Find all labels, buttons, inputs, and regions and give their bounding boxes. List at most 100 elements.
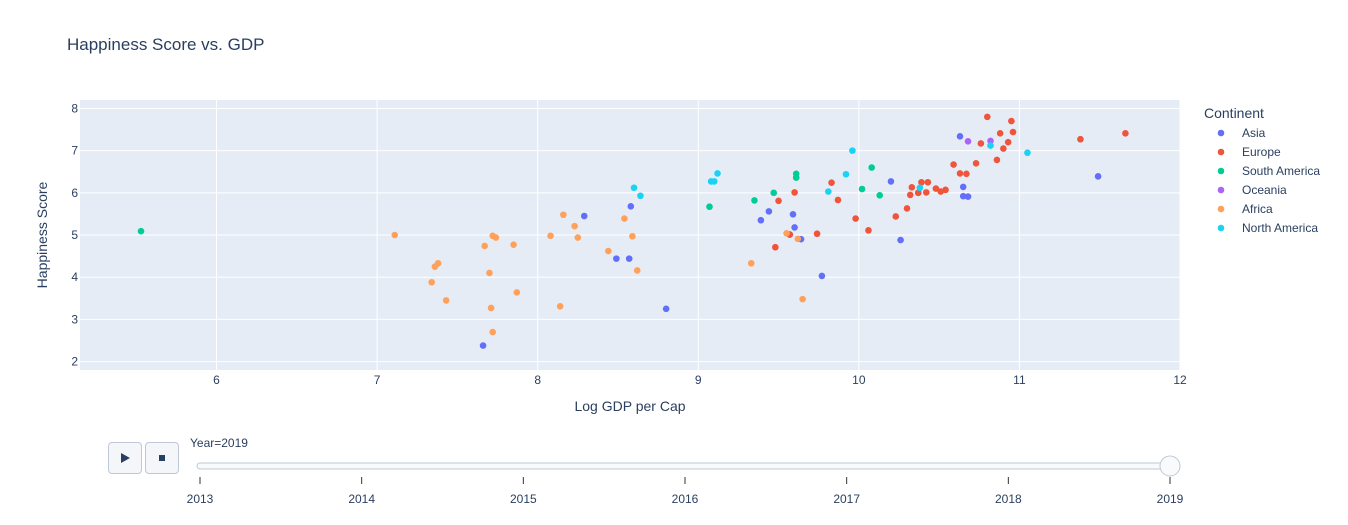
point-north-america[interactable] [711, 178, 718, 185]
point-africa[interactable] [489, 328, 497, 336]
point-europe[interactable] [903, 205, 911, 212]
legend-item[interactable]: Asia [1242, 126, 1266, 140]
point-north-america[interactable] [842, 170, 850, 178]
point-europe[interactable] [908, 184, 916, 191]
point-asia[interactable] [959, 192, 967, 200]
point-south-america[interactable] [858, 185, 866, 193]
point-europe[interactable] [772, 243, 779, 251]
point-africa[interactable] [794, 235, 802, 243]
point-north-america[interactable] [825, 188, 832, 195]
point-north-america[interactable] [1024, 149, 1031, 157]
point-africa[interactable] [560, 211, 567, 219]
slider-step-label[interactable]: 2014 [348, 492, 375, 506]
point-africa[interactable] [605, 247, 612, 255]
point-north-america[interactable] [630, 184, 638, 192]
point-north-america[interactable] [714, 170, 721, 177]
point-europe[interactable] [906, 191, 914, 199]
legend-item[interactable]: Africa [1242, 202, 1273, 216]
point-africa[interactable] [547, 232, 554, 240]
point-europe[interactable] [983, 113, 991, 121]
point-europe[interactable] [828, 179, 835, 186]
point-europe[interactable] [942, 186, 949, 194]
point-europe[interactable] [865, 227, 872, 234]
legend-item[interactable]: North America [1242, 221, 1318, 235]
point-africa[interactable] [629, 232, 636, 240]
point-europe[interactable] [813, 230, 821, 238]
point-europe[interactable] [996, 130, 1004, 137]
point-africa[interactable] [481, 242, 488, 250]
point-asia[interactable] [887, 178, 895, 185]
point-europe[interactable] [914, 189, 922, 197]
point-asia[interactable] [627, 203, 635, 210]
legend-item[interactable]: South America [1242, 164, 1320, 178]
point-africa[interactable] [513, 289, 521, 296]
point-europe[interactable] [993, 156, 1001, 164]
point-europe[interactable] [1000, 145, 1007, 152]
point-europe[interactable] [791, 189, 798, 196]
point-europe[interactable] [977, 140, 985, 147]
slider-rail[interactable] [196, 462, 1174, 470]
point-africa[interactable] [574, 234, 582, 241]
point-north-america[interactable] [987, 142, 994, 149]
point-asia[interactable] [959, 183, 967, 191]
point-africa[interactable] [633, 267, 641, 274]
slider-step-label[interactable]: 2018 [995, 492, 1022, 506]
legend-item[interactable]: Oceania [1242, 183, 1287, 197]
point-europe[interactable] [932, 185, 940, 192]
point-europe[interactable] [1009, 128, 1017, 136]
point-europe[interactable] [972, 159, 980, 167]
point-europe[interactable] [918, 178, 925, 186]
point-africa[interactable] [747, 259, 755, 267]
point-africa[interactable] [487, 304, 495, 312]
point-asia[interactable] [662, 305, 670, 313]
point-africa[interactable] [621, 215, 628, 222]
point-south-america[interactable] [792, 170, 800, 178]
point-north-america[interactable] [849, 147, 856, 154]
point-africa[interactable] [442, 297, 450, 304]
point-europe[interactable] [852, 215, 859, 222]
point-europe[interactable] [1008, 117, 1015, 125]
point-asia[interactable] [625, 255, 633, 262]
slider-step-label[interactable]: 2016 [672, 492, 699, 506]
point-asia[interactable] [818, 272, 826, 280]
point-asia[interactable] [897, 236, 904, 244]
stop-button[interactable] [145, 442, 179, 474]
slider-step-label[interactable]: 2017 [833, 492, 860, 506]
play-button[interactable] [108, 442, 142, 474]
point-africa[interactable] [783, 230, 790, 237]
point-asia[interactable] [964, 193, 972, 200]
point-south-america[interactable] [751, 197, 758, 204]
point-south-america[interactable] [137, 227, 145, 235]
point-europe[interactable] [892, 213, 900, 220]
point-europe[interactable] [956, 170, 964, 177]
point-asia[interactable] [580, 212, 588, 220]
point-south-america[interactable] [770, 189, 778, 197]
point-north-america[interactable] [916, 184, 924, 192]
slider-step-label[interactable]: 2019 [1157, 492, 1184, 506]
point-asia[interactable] [1094, 173, 1102, 180]
point-south-america[interactable] [876, 192, 884, 199]
point-oceania[interactable] [964, 138, 972, 145]
point-south-america[interactable] [868, 164, 875, 171]
point-europe[interactable] [834, 196, 842, 204]
point-asia[interactable] [791, 224, 798, 231]
point-europe[interactable] [963, 170, 970, 178]
point-asia[interactable] [956, 132, 964, 140]
point-africa[interactable] [391, 231, 399, 239]
point-asia[interactable] [765, 208, 773, 215]
slider-step-label[interactable]: 2013 [187, 492, 214, 506]
point-europe[interactable] [775, 197, 782, 205]
point-asia[interactable] [757, 216, 765, 224]
point-africa[interactable] [486, 269, 493, 277]
point-europe[interactable] [1077, 135, 1084, 143]
point-south-america[interactable] [706, 203, 713, 211]
point-africa[interactable] [556, 302, 564, 310]
point-asia[interactable] [789, 211, 797, 218]
point-north-america[interactable] [637, 192, 644, 200]
point-oceania[interactable] [987, 137, 994, 145]
point-africa[interactable] [799, 295, 806, 303]
point-europe[interactable] [922, 189, 930, 196]
point-europe[interactable] [1004, 138, 1012, 146]
point-asia[interactable] [479, 342, 487, 349]
year-slider[interactable]: 2013 2014 2015 2016 2017 2018 2019 [187, 455, 1184, 506]
